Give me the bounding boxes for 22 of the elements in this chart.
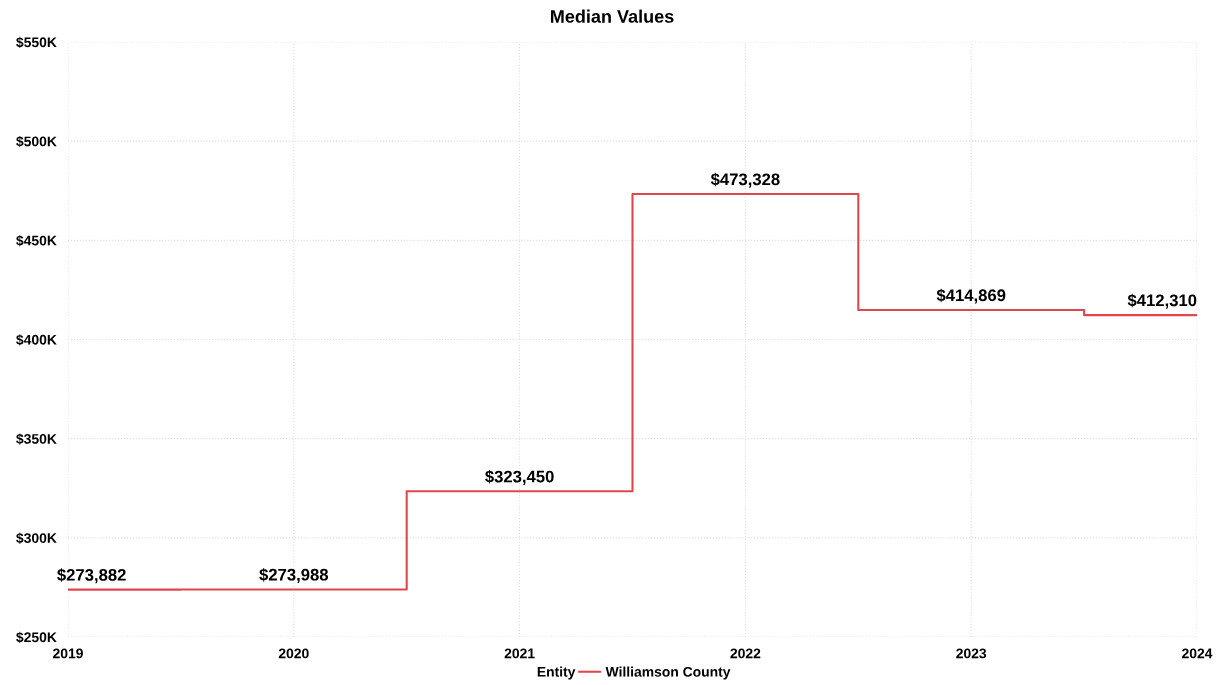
y-tick-label: $450K <box>16 235 57 247</box>
data-label: $414,869 <box>936 288 1006 304</box>
x-tick-label: 2020 <box>278 648 309 659</box>
x-tick-label: 2019 <box>53 648 83 659</box>
chart-title: Median Values <box>550 9 674 23</box>
y-tick-label: $550K <box>16 36 57 49</box>
y-tick-label: $350K <box>16 433 57 445</box>
x-tick-label: 2021 <box>504 648 535 659</box>
data-label: $273,988 <box>259 568 329 583</box>
x-tick-label: 2024 <box>1182 648 1213 659</box>
y-tick-label: $500K <box>16 135 57 148</box>
data-label: $273,882 <box>57 568 126 584</box>
y-tick-label: $250K <box>16 631 57 644</box>
y-tick-label: $300K <box>16 532 57 544</box>
y-tick-label: $400K <box>16 334 57 346</box>
legend-title: Entity <box>537 666 576 680</box>
data-label: $473,328 <box>710 172 780 188</box>
legend-label: Williamson County <box>605 666 731 680</box>
x-tick-label: 2023 <box>956 648 987 659</box>
x-tick-label: 2022 <box>730 648 761 659</box>
data-label: $412,310 <box>1127 293 1197 309</box>
data-label: $323,450 <box>485 469 554 485</box>
